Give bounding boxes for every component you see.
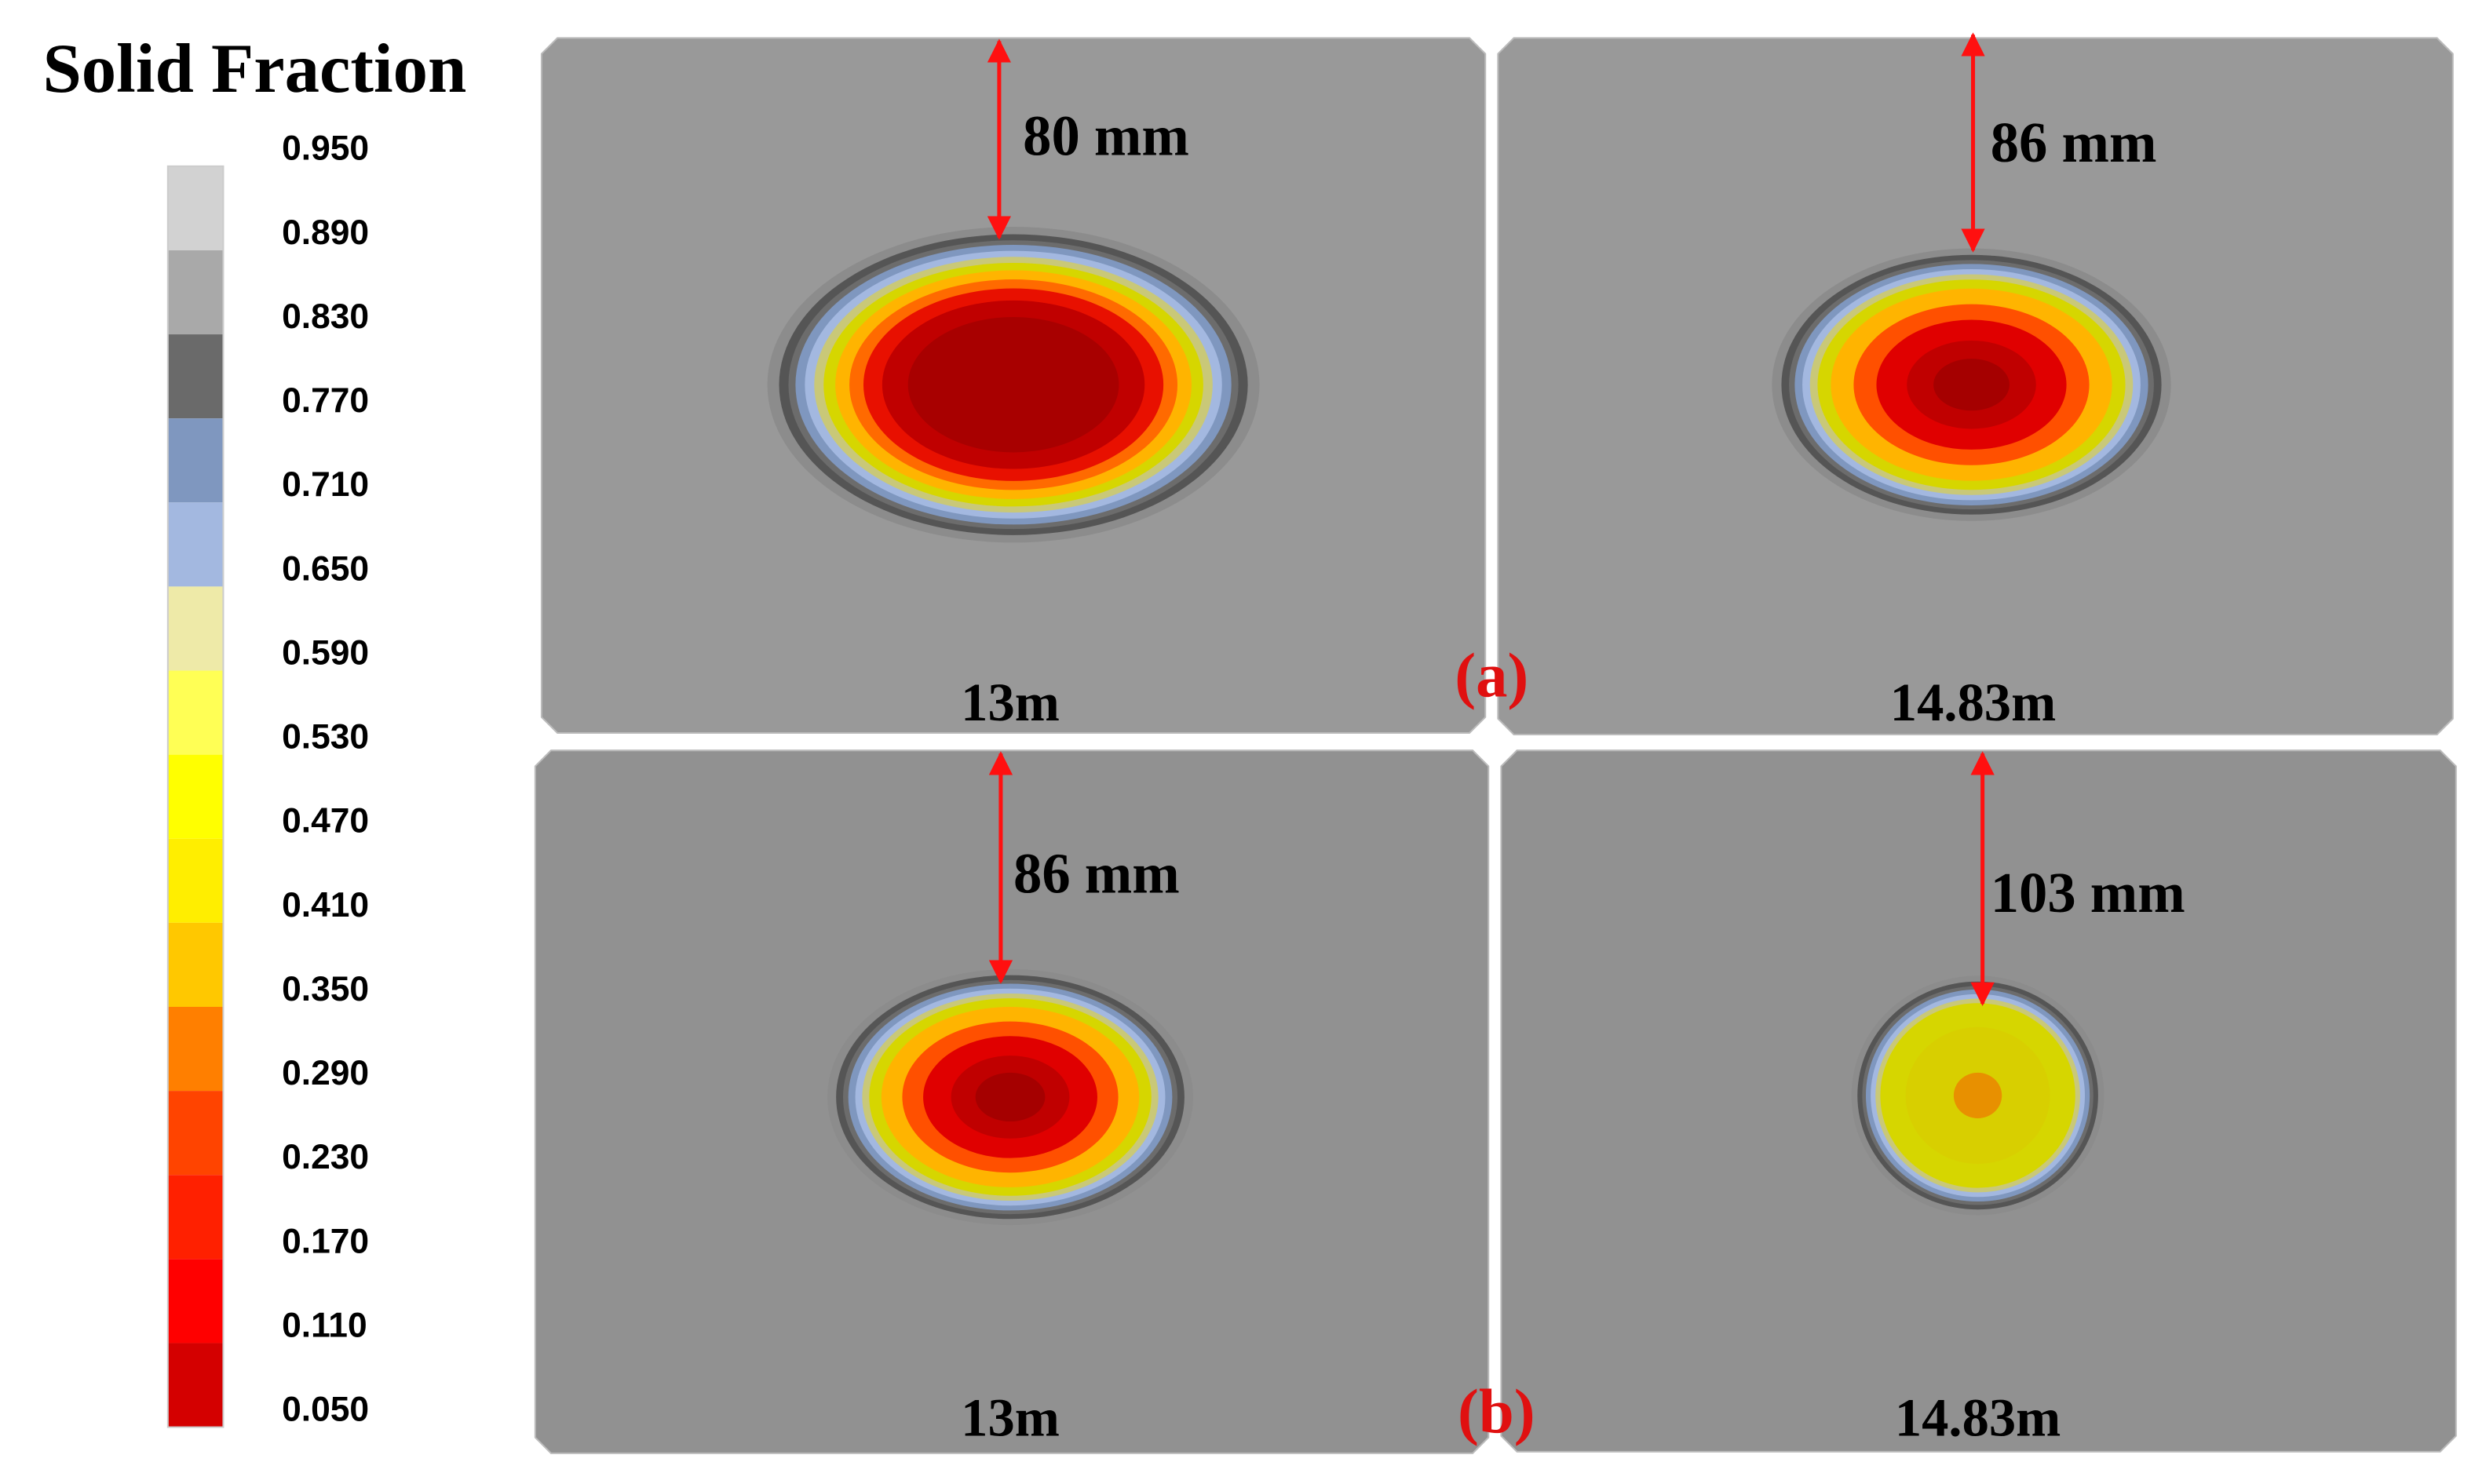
colorbar-label: 0.650 bbox=[282, 549, 369, 588]
colorbar-label: 0.350 bbox=[282, 970, 369, 1008]
colorbar-swatch bbox=[167, 1006, 224, 1092]
depth-label: 86 mm bbox=[1991, 111, 2157, 174]
colorbar-swatch bbox=[167, 502, 224, 587]
colorbar-label: 0.410 bbox=[282, 886, 369, 924]
colorbar-swatch bbox=[167, 1259, 224, 1344]
contour-band bbox=[1953, 1072, 2002, 1119]
colorbar-swatch bbox=[167, 166, 224, 250]
colorbar-swatch bbox=[167, 1343, 224, 1427]
contour-band bbox=[1933, 359, 2010, 411]
colorbar-label: 0.890 bbox=[282, 213, 369, 252]
depth-label: 103 mm bbox=[1991, 861, 2185, 924]
colorbar-label: 0.710 bbox=[282, 465, 369, 504]
colorbar-label: 0.290 bbox=[282, 1054, 369, 1092]
panel-tag: (b) bbox=[1458, 1377, 1535, 1447]
colorbar-label: 0.110 bbox=[282, 1306, 367, 1344]
colorbar-label: 0.950 bbox=[282, 129, 369, 168]
position-label: 13m bbox=[961, 673, 1060, 732]
colorbar-label: 0.590 bbox=[282, 633, 369, 672]
colorbar-swatch bbox=[167, 754, 224, 839]
colorbar-swatch bbox=[167, 922, 224, 1007]
colorbar-label: 0.770 bbox=[282, 381, 369, 420]
depth-label: 86 mm bbox=[1013, 842, 1180, 906]
colorbar-swatch bbox=[167, 418, 224, 503]
colorbar-swatch bbox=[167, 1091, 224, 1176]
position-label: 13m bbox=[961, 1388, 1060, 1448]
colorbar-label: 0.470 bbox=[282, 802, 369, 840]
colorbar-swatch bbox=[167, 334, 224, 419]
contour-band bbox=[975, 1072, 1046, 1122]
colorbar-label: 0.230 bbox=[282, 1138, 369, 1176]
colorbar-label: 0.170 bbox=[282, 1222, 369, 1260]
colorbar-label: 0.530 bbox=[282, 718, 369, 757]
colorbar-swatch bbox=[167, 1175, 224, 1260]
colorbar-label: 0.050 bbox=[282, 1391, 369, 1429]
colorbar-swatch bbox=[167, 250, 224, 335]
colorbar-swatch bbox=[167, 838, 224, 923]
position-label: 14.83m bbox=[1895, 1388, 2061, 1448]
colorbar-swatch bbox=[167, 670, 224, 755]
panel-tag: (a) bbox=[1455, 641, 1528, 711]
contour-band bbox=[907, 316, 1119, 453]
colorbar-frame bbox=[166, 165, 225, 1428]
position-label: 14.83m bbox=[1890, 673, 2056, 732]
depth-label: 80 mm bbox=[1023, 104, 1189, 168]
colorbar-label: 0.830 bbox=[282, 297, 369, 336]
colorbar-swatch bbox=[167, 586, 224, 671]
legend-title: Solid Fraction bbox=[42, 31, 466, 108]
